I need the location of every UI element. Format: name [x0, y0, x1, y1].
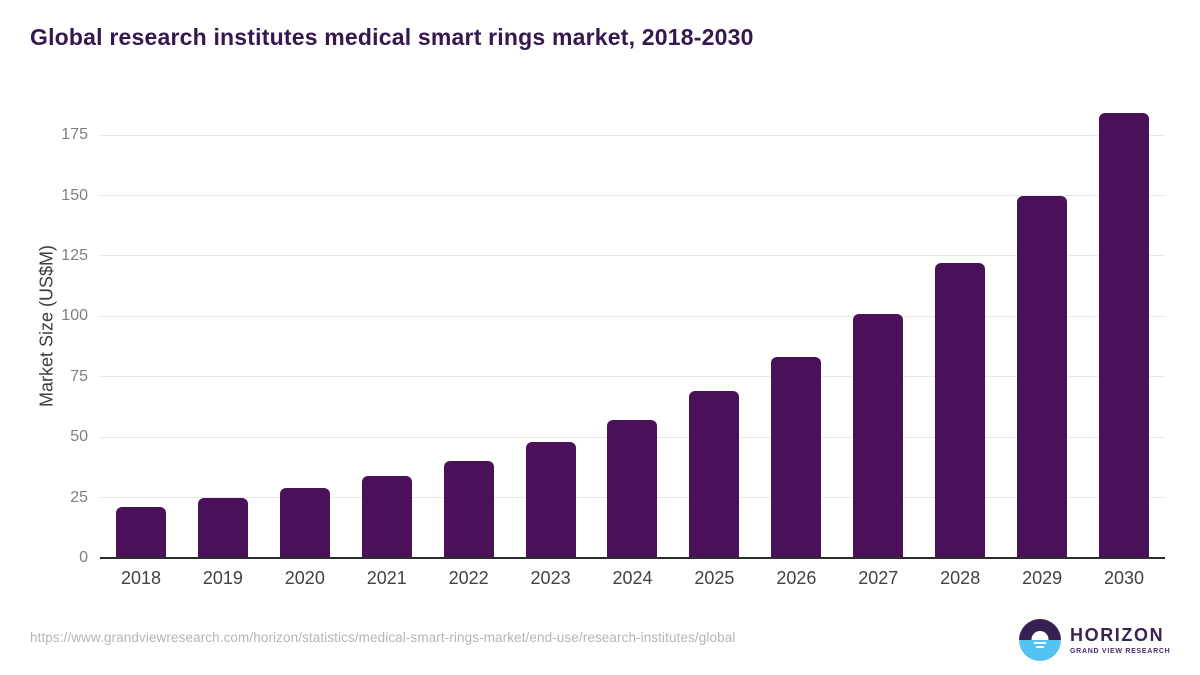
x-axis-labels: 2018 2019 2020 2021 2022 2023 2024 2025 2026 2027…: [100, 568, 1165, 589]
bar-slot: [346, 94, 428, 558]
x-tick-label: 2019: [202, 568, 243, 588]
bar-slot: [100, 94, 182, 558]
bar-2018: [115, 507, 166, 558]
y-tick-label: 25: [70, 488, 88, 506]
plot-area: [100, 94, 1165, 559]
bar-slot: [919, 94, 1001, 558]
x-tick-label: 2026: [776, 568, 817, 588]
bar-slot: [837, 94, 919, 558]
bar-2023: [525, 442, 576, 558]
x-tick-label: 2018: [120, 568, 161, 588]
x-tick-label: 2022: [448, 568, 489, 588]
x-tick-label: 2027: [858, 568, 899, 588]
x-tick-label: 2030: [1104, 568, 1145, 588]
x-tick-label: 2025: [694, 568, 735, 588]
bar-2020: [279, 487, 330, 558]
y-tick-label: 175: [61, 126, 88, 144]
sun-icon: [1031, 631, 1049, 640]
horizon-logo: HORIZON GRAND VIEW RESEARCH: [1019, 619, 1170, 661]
chart-title: Global research institutes medical smart…: [30, 24, 754, 50]
bar-2029: [1017, 195, 1068, 558]
bar-slot: [428, 94, 510, 558]
y-tick-label: 75: [70, 367, 88, 385]
bar-2027: [853, 313, 904, 558]
bar-slot: [1083, 94, 1165, 558]
bar-slot: [182, 94, 264, 558]
bar-2021: [361, 475, 412, 558]
bar-slot: [1001, 94, 1083, 558]
bar-2030: [1099, 113, 1150, 558]
y-tick-label: 0: [79, 549, 88, 566]
y-tick-label: 50: [70, 428, 88, 446]
gridline: [100, 134, 1165, 136]
x-tick-label: 2020: [284, 568, 325, 588]
bar-2022: [443, 461, 494, 558]
horizon-logo-icon: [1019, 619, 1061, 661]
bar-2026: [771, 357, 822, 558]
gridline: [100, 195, 1165, 196]
bar-slot: [755, 94, 837, 558]
bar-slot: [673, 94, 755, 558]
reflection-line-icon: [1033, 642, 1047, 644]
logo-title: HORIZON: [1070, 624, 1165, 645]
reflection-line-icon: [1036, 646, 1044, 648]
y-tick-label: 150: [61, 186, 88, 204]
logo-text: HORIZON GRAND VIEW RESEARCH: [1070, 624, 1171, 655]
bar-2019: [197, 497, 248, 558]
gridline: [100, 376, 1165, 378]
x-tick-label: 2024: [612, 568, 653, 588]
gridline: [100, 255, 1165, 257]
bar-slot: [510, 94, 592, 558]
bar-2024: [607, 420, 658, 558]
x-tick-label: 2028: [940, 568, 981, 588]
bar-slot: [592, 94, 674, 558]
x-tick-label: 2021: [366, 568, 407, 588]
x-tick-label: 2023: [530, 568, 571, 588]
y-tick-label: 100: [61, 307, 88, 325]
bar-2025: [689, 391, 740, 558]
x-tick-label: 2029: [1022, 568, 1063, 588]
source-url: https://www.grandviewresearch.com/horizo…: [30, 630, 736, 645]
gridline: [100, 315, 1165, 317]
bar-slot: [264, 94, 346, 558]
bar-2028: [935, 263, 986, 558]
logo-subtitle: GRAND VIEW RESEARCH: [1070, 647, 1171, 655]
bar-series: [100, 94, 1165, 558]
x-axis-baseline: [100, 557, 1165, 559]
y-tick-label: 125: [61, 246, 88, 264]
